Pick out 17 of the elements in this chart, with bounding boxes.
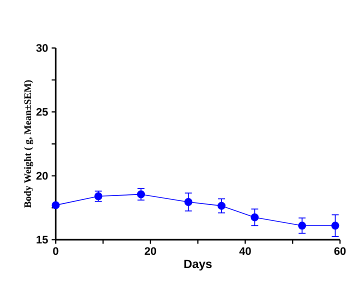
point xyxy=(250,213,259,222)
x-tick-label: 20 xyxy=(144,247,156,255)
point xyxy=(298,222,306,230)
x-axis-title: Days xyxy=(184,260,212,271)
point xyxy=(218,202,226,210)
point xyxy=(52,201,60,210)
y-tick-label: 25 xyxy=(36,108,48,116)
x-tick-label: 0 xyxy=(53,247,58,255)
y-tick-label: 15 xyxy=(36,236,48,244)
y-tick-label: 20 xyxy=(36,172,48,180)
point xyxy=(184,198,192,206)
x-tick-label: 60 xyxy=(334,247,346,255)
point xyxy=(331,222,340,230)
y-axis-title: Body Weight ( g, Mean±SEM) xyxy=(24,80,34,208)
x-tick-label: 40 xyxy=(239,247,251,255)
y-tick-label: 30 xyxy=(36,44,48,52)
point xyxy=(137,190,145,198)
